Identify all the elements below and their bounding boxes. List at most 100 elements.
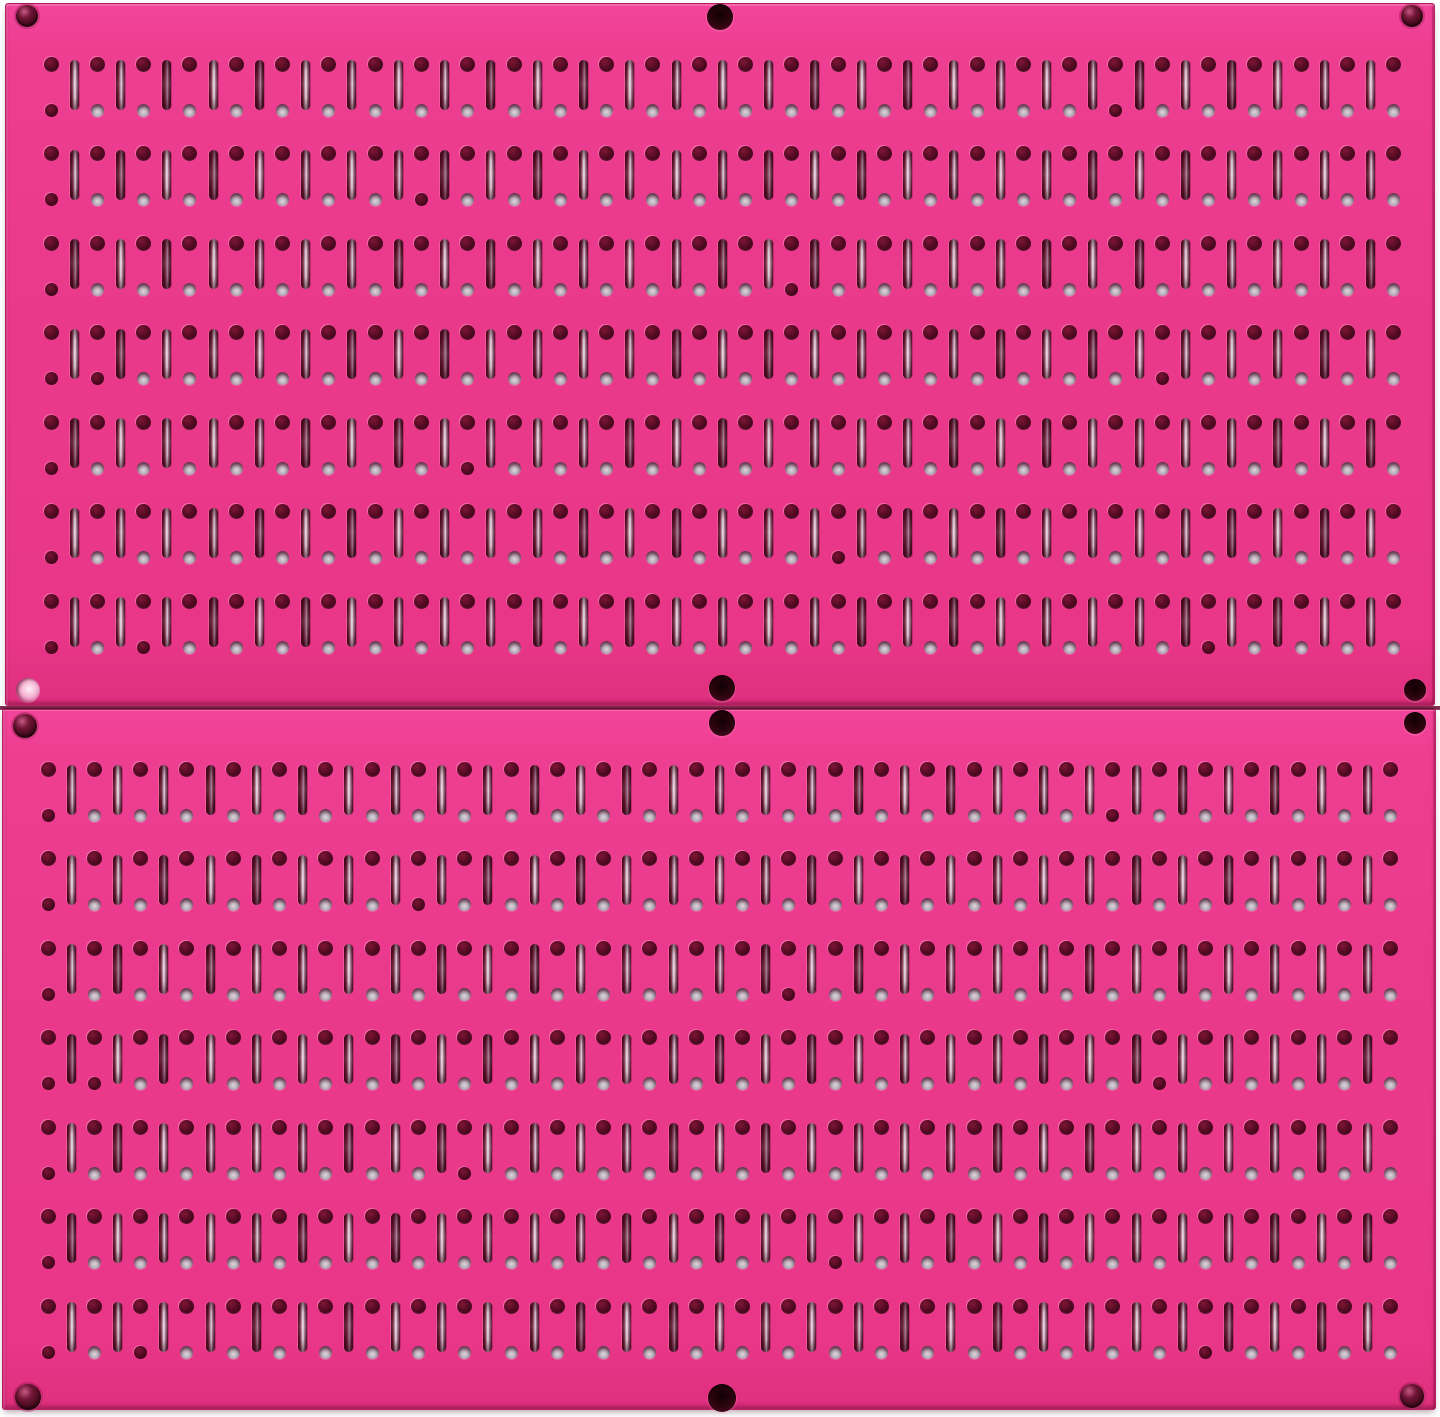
- peg-hole-top: [457, 1119, 473, 1135]
- peg-hole-bottom: [689, 808, 703, 822]
- peg-hole-top: [1201, 593, 1216, 609]
- peg-hole-top: [1059, 1119, 1075, 1135]
- peg-hole-bottom: [736, 1077, 749, 1090]
- peg-hole-top: [552, 235, 568, 251]
- peg-hole-top: [876, 235, 892, 251]
- peg-slot: [437, 944, 447, 994]
- peg-hole-top: [735, 761, 750, 777]
- peg-slot: [66, 1033, 76, 1084]
- peg-hole-top: [827, 1298, 843, 1314]
- peg-hole-bottom: [874, 1345, 888, 1359]
- peg-slot: [992, 944, 1002, 994]
- peg-hole-top: [228, 56, 244, 72]
- peg-hole-top: [1339, 593, 1355, 609]
- peg-hole-top: [1290, 761, 1306, 777]
- peg-hole-top: [642, 1119, 658, 1135]
- peg-slot: [486, 239, 496, 289]
- peg-hole-bottom: [1013, 1166, 1027, 1180]
- peg-slot: [159, 1302, 169, 1352]
- peg-slot: [575, 1033, 585, 1084]
- peg-slot: [529, 1302, 539, 1352]
- peg-hole-top: [275, 146, 290, 161]
- mounting-hole: [707, 4, 733, 30]
- peg-slot: [208, 328, 218, 379]
- peg-hole-bottom: [1384, 987, 1398, 1001]
- peg-slot: [66, 1302, 76, 1352]
- peg-hole-top: [1386, 235, 1402, 251]
- peg-hole-bottom: [1248, 193, 1262, 206]
- peg-hole-top: [1198, 1209, 1213, 1224]
- peg-hole-bottom: [1384, 1166, 1398, 1180]
- peg-slot: [1273, 597, 1283, 647]
- mounting-hole: [1404, 712, 1426, 734]
- peg-slot: [900, 765, 910, 815]
- peg-hole-top: [549, 1119, 565, 1135]
- peg-slot: [1316, 1302, 1326, 1352]
- peg-hole-top: [596, 1119, 612, 1135]
- peg-slot: [761, 1123, 771, 1173]
- peg-slot: [532, 239, 542, 289]
- peg-hole-top: [1247, 56, 1263, 72]
- peg-hole-bottom: [134, 1077, 148, 1090]
- peg-slot: [1366, 507, 1376, 558]
- peg-slot: [347, 60, 357, 110]
- peg-hole-top: [920, 1119, 936, 1135]
- peg-hole-top: [1059, 1209, 1075, 1224]
- peg-slot: [1224, 1302, 1234, 1352]
- peg-hole-top: [691, 235, 707, 251]
- peg-hole-top: [969, 414, 985, 430]
- peg-hole-bottom: [739, 372, 752, 385]
- peg-slot: [668, 1212, 678, 1263]
- peg-hole-bottom: [877, 640, 891, 654]
- peg-hole-bottom: [1109, 282, 1123, 296]
- peg-slot: [254, 507, 264, 558]
- peg-slot: [671, 149, 681, 200]
- peg-hole-bottom: [1340, 461, 1354, 475]
- peg-hole-top: [225, 761, 241, 777]
- peg-hole-bottom: [689, 898, 703, 911]
- peg-hole-top: [923, 146, 939, 161]
- peg-hole-top: [830, 56, 846, 72]
- peg-hole-bottom: [967, 898, 981, 911]
- peg-hole-top: [876, 146, 892, 161]
- peg-slot: [717, 149, 727, 200]
- peg-hole-top: [503, 761, 519, 777]
- peg-hole-top: [1105, 1298, 1121, 1314]
- peg-hole-bottom: [1199, 808, 1212, 822]
- peg-hole-bottom: [1387, 193, 1401, 206]
- peg-slot: [115, 239, 125, 289]
- peg-hole-top: [364, 1209, 380, 1224]
- peg-hole-bottom: [1013, 1077, 1027, 1090]
- peg-hole-top: [549, 940, 565, 956]
- peg-slot: [949, 239, 959, 289]
- peg-slot: [671, 239, 681, 289]
- peg-hole-top: [182, 325, 198, 340]
- peg-slot: [995, 328, 1005, 379]
- peg-hole-top: [1201, 414, 1216, 430]
- peg-slot: [1085, 765, 1095, 815]
- peg-slot: [1227, 60, 1237, 110]
- peg-hole-bottom: [692, 372, 706, 385]
- peg-hole-top: [321, 504, 337, 519]
- peg-slot: [298, 944, 308, 994]
- peg-hole-bottom: [828, 1256, 842, 1269]
- peg-slot: [440, 328, 450, 379]
- peg-slot: [1131, 1123, 1141, 1173]
- peg-hole-bottom: [828, 1077, 842, 1090]
- peg-hole-top: [830, 593, 846, 609]
- peg-hole-top: [136, 325, 152, 340]
- peg-slot: [440, 507, 450, 558]
- peg-hole-bottom: [1199, 1077, 1212, 1090]
- peg-hole-top: [1247, 593, 1263, 609]
- peg-slot: [344, 1302, 354, 1352]
- peg-slot: [1224, 944, 1234, 994]
- peg-hole-top: [876, 325, 892, 340]
- peg-hole-bottom: [1106, 1256, 1120, 1269]
- peg-hole-bottom: [183, 103, 197, 117]
- peg-slot: [1270, 854, 1280, 905]
- peg-hole-bottom: [1248, 461, 1262, 475]
- peg-hole-top: [43, 504, 59, 519]
- peg-slot: [208, 507, 218, 558]
- peg-hole-bottom: [970, 372, 984, 385]
- peg-hole-bottom: [461, 372, 475, 385]
